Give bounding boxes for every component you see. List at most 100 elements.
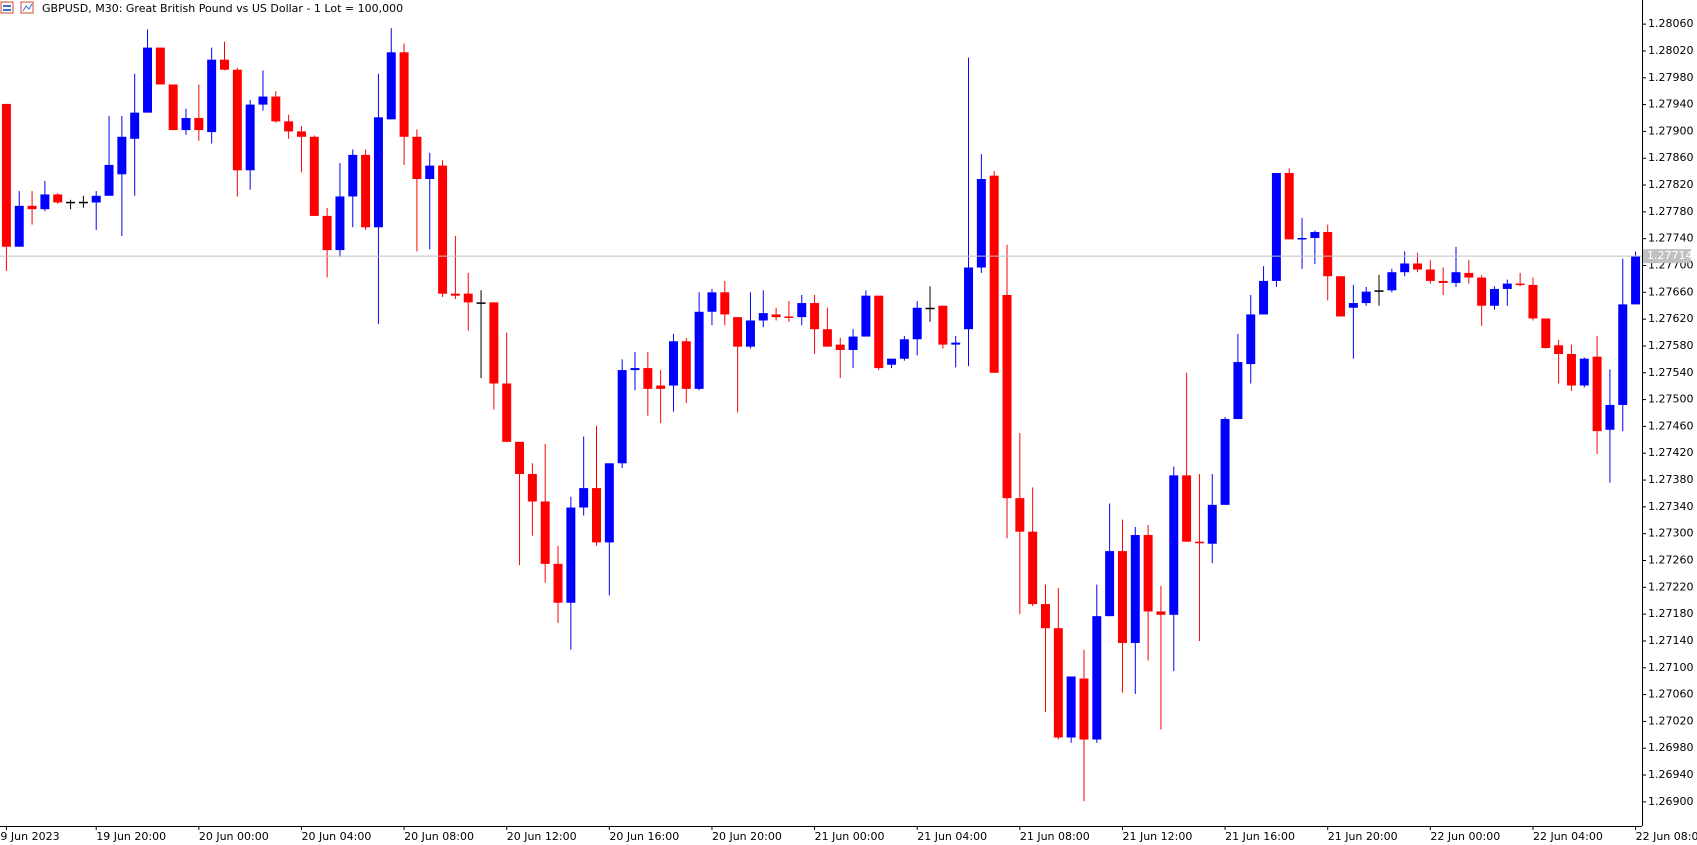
candle-body: [810, 303, 820, 330]
candle-body: [707, 292, 717, 312]
candle-body: [604, 463, 614, 543]
candle-body: [1130, 535, 1140, 643]
y-tick-label: 1.28060: [1648, 17, 1694, 30]
x-tick-label: 20 Jun 16:00: [609, 830, 679, 843]
candle-body: [489, 302, 499, 384]
candle-body: [1528, 284, 1538, 319]
candle-body: [1297, 238, 1307, 240]
candle-body: [245, 104, 255, 171]
candle-body: [579, 488, 589, 508]
candle-body: [925, 307, 935, 310]
y-tick-label: 1.27660: [1648, 285, 1694, 298]
candle-body: [130, 112, 140, 139]
y-tick-label: 1.27900: [1648, 124, 1694, 137]
candle-body: [78, 201, 88, 204]
x-tick-label: 19 Jun 2023: [0, 830, 60, 843]
candle-body: [1041, 604, 1050, 629]
current-price-box: [1643, 249, 1691, 264]
candle-body: [566, 507, 576, 603]
y-tick-label: 1.27060: [1648, 688, 1694, 701]
candle-body: [1425, 269, 1435, 281]
candle-body: [322, 215, 332, 251]
candle-body: [797, 303, 807, 318]
candle-body: [617, 370, 627, 464]
x-tick-label: 22 Jun 08:00: [1636, 830, 1697, 843]
candle-body: [835, 344, 845, 350]
candle-body: [1053, 628, 1063, 738]
candle-body: [1194, 541, 1204, 544]
candle-body: [1618, 304, 1628, 405]
candle-body: [643, 368, 653, 389]
candle-body: [207, 59, 217, 133]
candle-body: [1246, 314, 1256, 365]
candle-body: [656, 385, 666, 389]
candle-body: [1207, 504, 1217, 544]
y-tick-label: 1.27740: [1648, 232, 1694, 245]
candle-body: [1259, 280, 1269, 315]
y-tick-label: 1.27220: [1648, 580, 1694, 593]
candle-body: [964, 267, 974, 330]
candle-body: [1374, 290, 1384, 292]
candle-body: [1464, 272, 1474, 278]
candle-body: [1554, 345, 1564, 354]
y-tick-label: 1.27380: [1648, 473, 1694, 486]
candle-body: [912, 307, 922, 340]
y-tick-label: 1.27580: [1648, 339, 1694, 352]
candle-body: [232, 69, 242, 171]
candle-body: [1169, 475, 1179, 615]
candle-body: [1605, 404, 1615, 430]
y-tick-label: 1.26940: [1648, 768, 1694, 781]
candle-body: [1451, 272, 1461, 283]
candle-body: [848, 336, 858, 350]
candle-body: [412, 136, 422, 180]
candle-body: [181, 118, 191, 131]
candle-body: [143, 47, 153, 113]
icon: [20, 1, 34, 14]
candle-body: [168, 84, 178, 131]
y-tick-label: 1.27980: [1648, 71, 1694, 84]
candle-body: [1489, 288, 1499, 306]
y-tick-label: 1.26900: [1648, 795, 1694, 808]
candle-body: [1336, 276, 1346, 317]
icon: [0, 1, 14, 14]
x-tick-label: 21 Jun 08:00: [1020, 830, 1090, 843]
y-tick-label: 1.27420: [1648, 446, 1694, 459]
candle-body: [1284, 172, 1294, 240]
candle-body: [527, 474, 537, 502]
candle-body: [1066, 676, 1076, 738]
candle-body: [194, 118, 204, 131]
candle-body: [1323, 231, 1333, 277]
candle-body: [745, 320, 755, 347]
candle-body: [694, 311, 704, 389]
candle-body: [1220, 419, 1230, 505]
candle-body: [989, 175, 999, 373]
y-tick-label: 1.27500: [1648, 393, 1694, 406]
candle-body: [66, 201, 76, 204]
candle-body: [284, 121, 294, 132]
y-tick-label: 1.27260: [1648, 554, 1694, 567]
icon: [22, 3, 33, 12]
candle-body: [1579, 358, 1589, 386]
candle-body: [1361, 291, 1371, 304]
x-tick-label: 20 Jun 00:00: [199, 830, 269, 843]
candle-body: [463, 293, 473, 303]
y-tick-label: 1.27940: [1648, 98, 1694, 111]
candle-body: [1143, 535, 1153, 612]
candle-body: [771, 314, 781, 318]
y-tick-label: 1.27780: [1648, 205, 1694, 218]
candle-body: [104, 164, 114, 196]
candle-body: [976, 179, 986, 268]
candle-body: [1413, 263, 1422, 270]
icon: [3, 5, 11, 7]
y-tick-label: 1.27460: [1648, 419, 1694, 432]
candle-body: [425, 165, 435, 180]
candle-body: [40, 194, 50, 210]
candle-body: [758, 313, 768, 321]
candle-body: [1477, 277, 1487, 306]
candle-body: [373, 117, 383, 228]
y-tick-label: 1.27860: [1648, 151, 1694, 164]
candle-body: [681, 341, 691, 389]
candle-body: [1566, 354, 1576, 386]
candle-body: [784, 316, 794, 318]
